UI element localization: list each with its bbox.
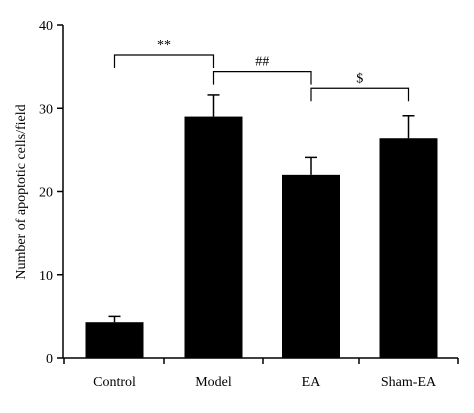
- x-tick-label: EA: [302, 375, 322, 390]
- x-tick-label: Model: [195, 375, 232, 390]
- y-tick-label: 30: [39, 102, 53, 117]
- y-axis-label: Number of apoptotic cells/field: [14, 104, 29, 279]
- bar: [85, 322, 144, 358]
- significance-bracket: [212, 71, 312, 85]
- significance-bracket: [113, 54, 215, 68]
- bar: [282, 174, 340, 358]
- bars: [85, 116, 438, 358]
- y-tick-label: 0: [46, 352, 53, 367]
- significance-brackets: ** ## $: [113, 38, 410, 102]
- significance-label: **: [157, 38, 171, 53]
- axes: 0 10 20 30 40 Control Model EA Sham-EA: [39, 19, 459, 390]
- y-tick-label: 10: [39, 269, 53, 284]
- y-tick-label: 40: [39, 19, 53, 34]
- bar: [379, 138, 438, 358]
- x-tick-label: Sham-EA: [381, 375, 437, 390]
- significance-bracket: [310, 87, 410, 102]
- error-bars: [108, 94, 415, 323]
- bar: [184, 116, 243, 358]
- significance-label: ##: [255, 55, 269, 70]
- significance-label: $: [356, 71, 363, 86]
- y-tick-label: 20: [39, 186, 53, 201]
- x-tick-label: Control: [93, 375, 136, 390]
